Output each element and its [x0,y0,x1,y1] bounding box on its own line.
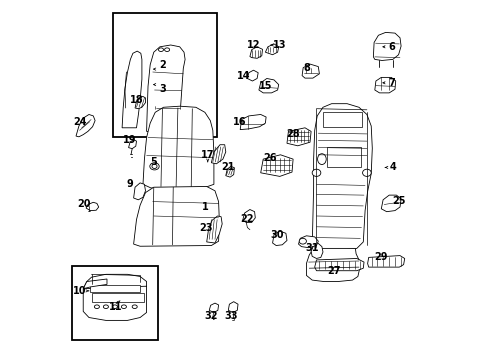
Polygon shape [86,202,99,211]
Ellipse shape [152,164,157,168]
Polygon shape [228,302,238,312]
Polygon shape [133,183,145,200]
Polygon shape [314,258,363,271]
Bar [90,285,140,292]
Polygon shape [306,248,359,282]
Polygon shape [242,210,255,222]
Ellipse shape [311,169,320,176]
Text: 25: 25 [391,196,405,206]
Polygon shape [206,216,222,243]
Ellipse shape [94,305,99,309]
Polygon shape [122,51,142,128]
Bar [72,266,158,340]
Polygon shape [225,166,234,177]
Text: 32: 32 [204,311,218,321]
Polygon shape [373,32,400,60]
Text: 31: 31 [305,243,318,253]
Polygon shape [249,47,262,58]
Text: 23: 23 [199,222,212,233]
Polygon shape [135,96,145,109]
Polygon shape [83,274,146,292]
Text: 8: 8 [303,63,309,73]
Text: 14: 14 [236,71,250,81]
Polygon shape [128,140,136,149]
Polygon shape [310,242,322,258]
Polygon shape [83,286,146,320]
Polygon shape [260,155,292,176]
Polygon shape [298,236,318,248]
Polygon shape [133,186,219,246]
Text: 9: 9 [126,179,133,189]
Text: 30: 30 [270,230,284,240]
Ellipse shape [149,163,159,170]
Polygon shape [272,231,286,246]
Text: 16: 16 [233,117,246,127]
Text: 17: 17 [201,150,214,160]
Polygon shape [211,145,225,164]
Text: 10: 10 [73,286,86,296]
Text: 1: 1 [201,202,208,212]
Ellipse shape [158,48,163,51]
Ellipse shape [121,305,126,309]
Text: 6: 6 [388,42,395,52]
Polygon shape [381,195,400,212]
Polygon shape [247,70,258,81]
Text: 2: 2 [159,60,165,70]
Bar [113,13,217,137]
Polygon shape [240,114,265,130]
Ellipse shape [103,305,108,309]
Text: 7: 7 [388,78,395,88]
Text: 4: 4 [388,162,395,172]
Polygon shape [286,128,310,146]
Text: 29: 29 [373,252,386,262]
Polygon shape [142,106,213,188]
Polygon shape [76,114,95,137]
Ellipse shape [132,305,137,309]
Text: 18: 18 [129,95,143,105]
Ellipse shape [112,305,117,309]
Polygon shape [367,256,404,267]
Polygon shape [146,45,185,132]
Ellipse shape [362,169,370,176]
Polygon shape [374,77,395,93]
Polygon shape [258,78,278,93]
Bar [322,112,361,127]
Ellipse shape [299,238,306,244]
Bar [91,293,143,302]
Ellipse shape [317,154,325,165]
Text: 3: 3 [159,84,165,94]
Text: 27: 27 [326,266,340,276]
Polygon shape [83,279,107,289]
Polygon shape [209,303,218,312]
Polygon shape [311,104,371,250]
Text: 11: 11 [109,302,122,312]
Text: 19: 19 [123,135,137,145]
Text: 20: 20 [77,199,90,210]
Text: 26: 26 [263,153,277,163]
Text: 22: 22 [240,213,254,224]
Text: 15: 15 [258,81,272,91]
Text: 21: 21 [221,162,234,172]
Text: 24: 24 [73,117,86,127]
Text: 13: 13 [272,40,286,50]
Text: 12: 12 [246,40,260,50]
Bar [326,147,361,167]
Ellipse shape [164,48,169,51]
Polygon shape [265,44,278,55]
Text: 28: 28 [285,129,299,139]
Text: 5: 5 [150,157,157,167]
Polygon shape [302,64,319,78]
Text: 33: 33 [224,311,238,321]
